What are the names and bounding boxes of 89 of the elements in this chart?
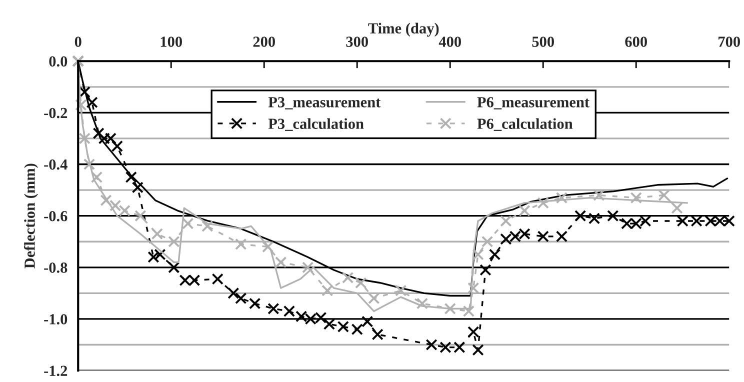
point <box>154 248 166 260</box>
point <box>518 204 530 217</box>
point <box>92 127 104 140</box>
point <box>426 338 438 351</box>
point <box>148 251 160 263</box>
point <box>109 200 122 212</box>
point <box>322 284 334 296</box>
x-tick-label: 700 <box>718 36 740 47</box>
point <box>593 189 605 202</box>
point <box>275 256 287 268</box>
point <box>676 215 688 227</box>
y-tick-label: -1.0 <box>44 314 68 324</box>
point <box>182 218 194 230</box>
y-tick-label: 0.0 <box>49 56 68 67</box>
point <box>468 282 480 294</box>
point <box>323 318 336 330</box>
point <box>588 212 600 224</box>
point <box>372 328 384 340</box>
point <box>111 140 124 152</box>
point <box>440 341 452 354</box>
y-tick-label: -1.2 <box>44 366 68 376</box>
point <box>500 215 512 227</box>
point <box>658 189 670 202</box>
point <box>351 323 363 336</box>
point <box>488 248 501 260</box>
point <box>132 182 144 194</box>
point <box>235 238 247 250</box>
x-tick-label: 100 <box>160 36 182 47</box>
point <box>472 344 484 356</box>
point <box>574 210 586 222</box>
point <box>481 236 494 248</box>
point <box>202 220 214 232</box>
point <box>212 273 224 285</box>
point <box>228 287 240 300</box>
y-tick-label: -0.8 <box>44 262 68 273</box>
point <box>607 210 619 222</box>
x-tick-label: 600 <box>625 36 647 47</box>
point <box>151 228 164 240</box>
point <box>134 210 146 222</box>
legend-label: P3_calculation <box>268 118 364 131</box>
point <box>283 305 296 318</box>
point <box>342 272 354 284</box>
point <box>472 248 484 260</box>
y-axis-title: Deflection (mm) <box>24 164 38 268</box>
point <box>168 262 180 274</box>
x-tick-label: 300 <box>346 36 368 47</box>
point <box>262 240 274 253</box>
point <box>468 326 480 338</box>
point <box>83 158 96 170</box>
point <box>75 99 87 111</box>
point <box>690 215 702 227</box>
point <box>248 298 261 310</box>
legend-label: P6_measurement <box>477 97 590 110</box>
point <box>362 316 374 328</box>
x-tick-label: 400 <box>438 36 461 47</box>
point <box>235 292 247 304</box>
point <box>86 96 98 108</box>
legend-label: P6_calculation <box>477 118 573 131</box>
point <box>671 202 683 214</box>
point <box>537 230 549 242</box>
point <box>416 298 428 310</box>
point <box>302 262 314 274</box>
point <box>556 192 568 204</box>
x-tick-label: 0 <box>74 36 82 47</box>
point <box>118 204 130 217</box>
point <box>556 230 568 242</box>
point <box>462 305 475 318</box>
point <box>168 236 180 248</box>
legend-label: P3_measurement <box>268 97 381 110</box>
x-axis-title: Time (day) <box>368 22 439 37</box>
point <box>480 264 492 276</box>
point <box>125 171 137 183</box>
point <box>100 194 112 206</box>
point <box>90 171 103 183</box>
point <box>337 320 350 333</box>
x-tick-label: 200 <box>253 36 275 47</box>
x-tick-label: 500 <box>532 36 554 47</box>
point <box>537 197 549 209</box>
y-tick-label: -0.6 <box>44 210 68 222</box>
point <box>355 277 367 289</box>
point <box>78 132 90 144</box>
point <box>454 341 466 354</box>
point <box>394 284 407 296</box>
point <box>268 302 280 314</box>
point <box>630 192 642 204</box>
y-tick-label: -0.2 <box>44 108 68 118</box>
y-tick-label: -0.4 <box>44 159 68 170</box>
point <box>444 302 456 314</box>
point <box>368 292 380 304</box>
